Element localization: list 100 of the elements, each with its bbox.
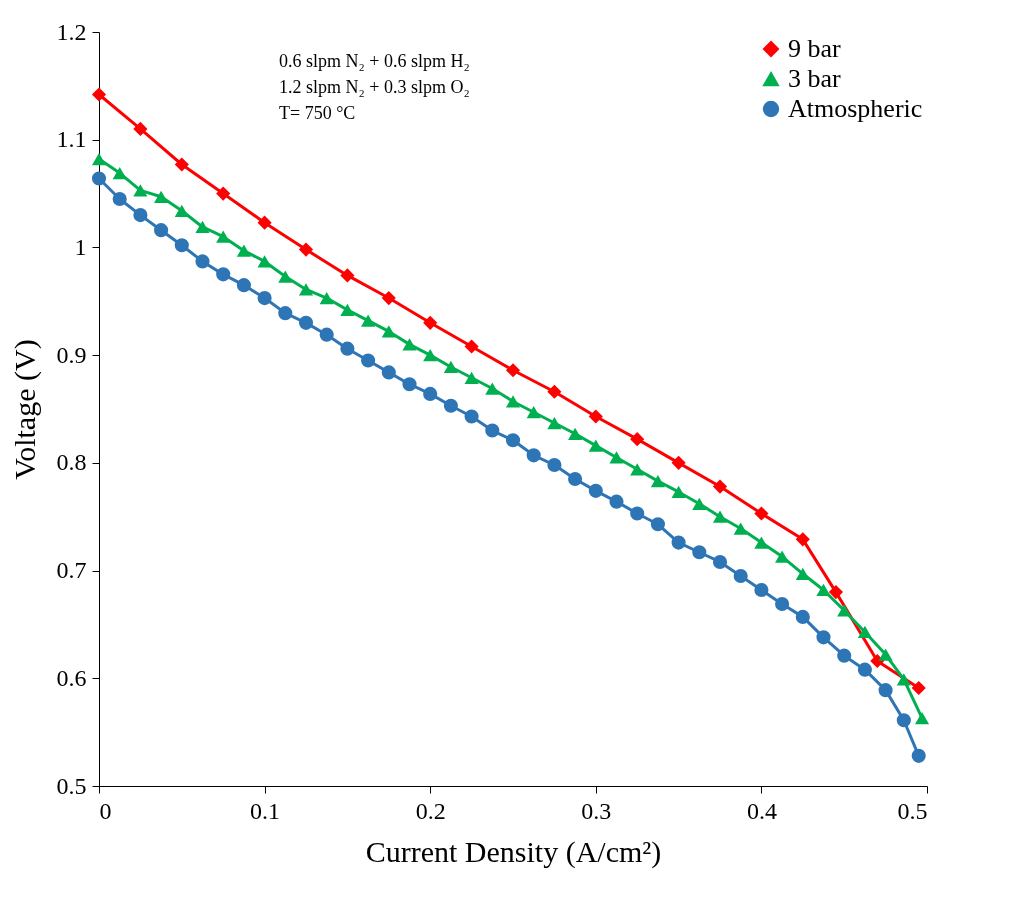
y-axis-title: Voltage (V) <box>7 339 42 480</box>
point <box>464 371 479 384</box>
x-tick-label: 0.5 <box>897 797 928 824</box>
point <box>154 223 169 238</box>
point <box>174 238 189 253</box>
x-axis-title: Current Density (A/cm²) <box>365 834 662 869</box>
point <box>361 314 376 327</box>
point <box>671 485 686 499</box>
point <box>650 517 665 532</box>
point <box>505 433 521 448</box>
x-tick-label: 0.2 <box>415 797 446 824</box>
point <box>733 522 748 535</box>
point <box>195 220 210 234</box>
y-tick-label: 1.1 <box>56 126 87 153</box>
point <box>464 409 479 424</box>
annotation: 1.2 slpm N₂ + 0.3 slpm O₂ <box>279 77 470 97</box>
point <box>630 506 645 521</box>
point <box>775 550 790 563</box>
point <box>816 630 831 645</box>
point <box>91 87 107 102</box>
point <box>133 208 148 223</box>
point <box>381 365 396 380</box>
point <box>91 152 107 166</box>
point <box>878 648 893 661</box>
point <box>298 315 314 330</box>
point <box>402 377 417 392</box>
point <box>340 303 355 317</box>
point <box>381 290 396 306</box>
point <box>423 349 438 362</box>
point <box>630 432 645 447</box>
point <box>216 230 231 243</box>
point <box>443 360 458 374</box>
point <box>154 190 169 203</box>
point <box>775 596 790 612</box>
point <box>568 471 583 487</box>
point <box>911 680 926 696</box>
point <box>257 215 272 230</box>
point <box>133 121 148 137</box>
point <box>692 545 707 560</box>
point <box>340 341 355 356</box>
annotation: T= 750 °C <box>279 103 356 123</box>
point <box>257 255 272 268</box>
point <box>381 325 396 338</box>
point <box>857 625 872 639</box>
point <box>795 609 810 624</box>
point <box>896 673 911 686</box>
point <box>505 363 521 378</box>
point <box>423 315 438 330</box>
point <box>588 409 603 424</box>
point <box>828 585 843 600</box>
legend-label: 3 bar <box>788 64 842 93</box>
point <box>733 568 748 584</box>
point <box>133 184 148 197</box>
point <box>795 532 810 547</box>
y-tick-label: 0.8 <box>56 449 87 476</box>
point <box>505 395 521 408</box>
x-tick-label: 0 <box>99 797 112 824</box>
point <box>816 583 831 597</box>
point <box>630 463 645 476</box>
point <box>754 536 769 549</box>
point <box>174 157 189 172</box>
point <box>754 582 769 598</box>
point <box>609 494 624 509</box>
point <box>526 448 541 463</box>
point <box>216 267 231 282</box>
point <box>547 457 562 473</box>
point <box>361 353 376 368</box>
point <box>112 166 127 180</box>
point <box>319 291 334 305</box>
point <box>911 748 926 763</box>
x-tick-label: 0.4 <box>746 797 777 824</box>
point <box>547 384 562 399</box>
point <box>568 427 583 440</box>
point <box>278 270 293 283</box>
point <box>278 306 293 321</box>
point <box>712 554 728 570</box>
point <box>402 338 417 351</box>
point <box>754 506 769 521</box>
point <box>485 382 500 395</box>
point <box>485 423 500 438</box>
point <box>547 416 562 430</box>
point <box>712 510 728 523</box>
y-tick-label: 1 <box>74 233 87 260</box>
point <box>236 278 251 293</box>
point <box>319 327 334 342</box>
annotation: 0.6 slpm N₂ + 0.6 slpm H₂ <box>279 51 470 71</box>
point <box>837 648 852 663</box>
point <box>216 186 231 201</box>
point <box>857 662 872 677</box>
point <box>195 254 210 269</box>
legend-label: 9 bar <box>788 34 842 63</box>
y-tick-label: 0.7 <box>56 557 87 584</box>
point <box>692 497 707 510</box>
legend-label: Atmospheric <box>788 94 923 123</box>
point <box>236 244 251 257</box>
point <box>588 483 603 498</box>
point <box>914 712 930 725</box>
y-tick-label: 0.9 <box>56 341 87 368</box>
point <box>878 683 893 698</box>
point <box>257 291 272 306</box>
